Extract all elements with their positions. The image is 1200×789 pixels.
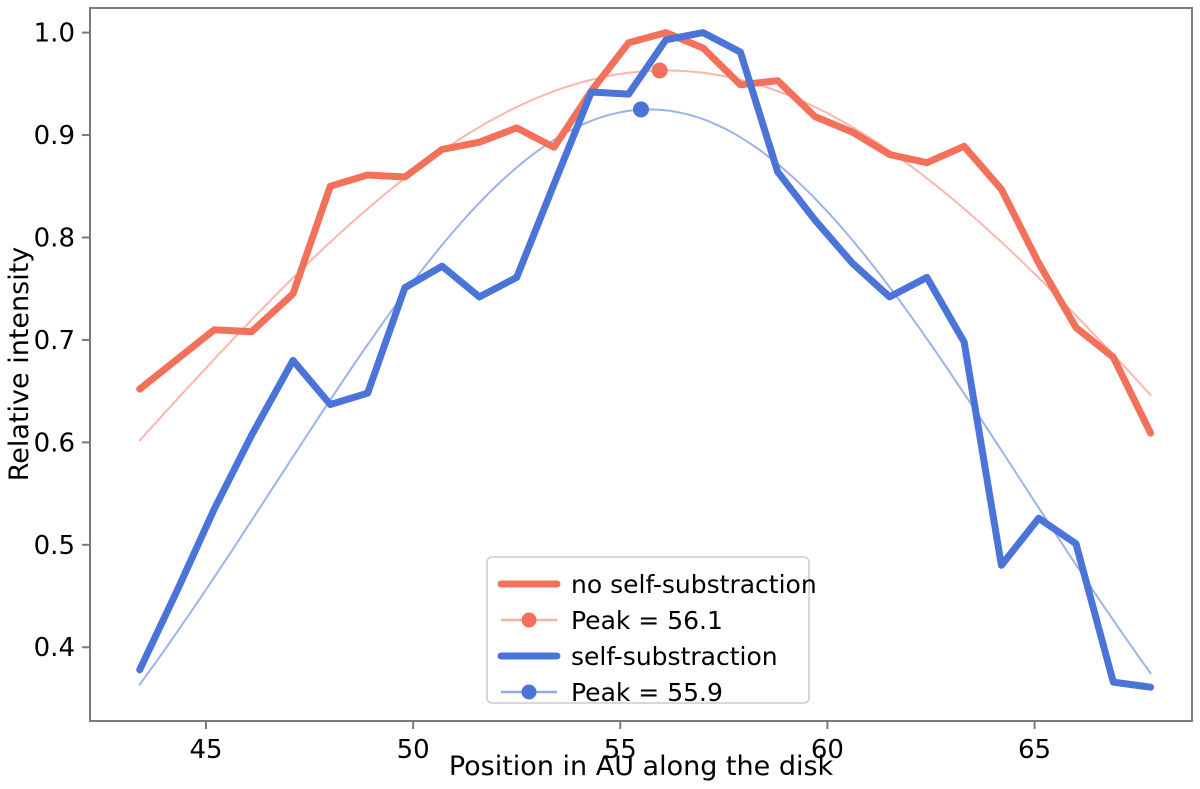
y-tick-label: 1.0 (34, 19, 75, 49)
legend-box (486, 556, 810, 704)
legend: no self-substraction Peak = 56.1 self-subs… (486, 556, 817, 707)
series-line (136, 29, 1155, 691)
y-tick-label: 0.6 (34, 428, 75, 458)
y-axis-ticks: 0.4 0.5 0.6 0.7 0.8 0.9 1.0 (34, 19, 90, 663)
legend-swatch-dot (521, 612, 537, 628)
axes-spines (89, 7, 1193, 722)
data-series (136, 29, 1155, 691)
x-tick-label: 50 (397, 735, 430, 765)
x-tick-label: 45 (189, 735, 222, 765)
legend-swatch-dot (521, 684, 537, 700)
plot-border (89, 7, 1193, 722)
x-tick-label: 65 (1018, 735, 1051, 765)
peak-marker-dot (633, 101, 649, 118)
x-tick-label: 55 (604, 735, 637, 765)
y-tick-label: 0.8 (34, 223, 75, 253)
x-tick-label: 60 (811, 735, 844, 765)
legend-item-label: self-substraction (571, 642, 778, 671)
y-tick-label: 0.4 (34, 633, 75, 663)
x-axis-label: Position in AU along the disk (449, 751, 834, 782)
legend-item-label: no self-substraction (571, 570, 817, 599)
legend-item-label: Peak = 56.1 (571, 606, 723, 635)
fit-curve (138, 69, 1152, 442)
peak-marker-dot (651, 62, 668, 79)
x-axis-ticks: 45 50 55 60 65 (189, 721, 1051, 765)
peak-markers (633, 62, 668, 118)
y-tick-label: 0.7 (34, 326, 75, 356)
series-line (136, 29, 1155, 437)
legend-item-label: Peak = 55.9 (571, 678, 723, 707)
y-tick-label: 0.5 (34, 531, 75, 561)
y-tick-label: 0.9 (34, 121, 75, 151)
y-axis-label: Relative intensity (4, 247, 35, 482)
